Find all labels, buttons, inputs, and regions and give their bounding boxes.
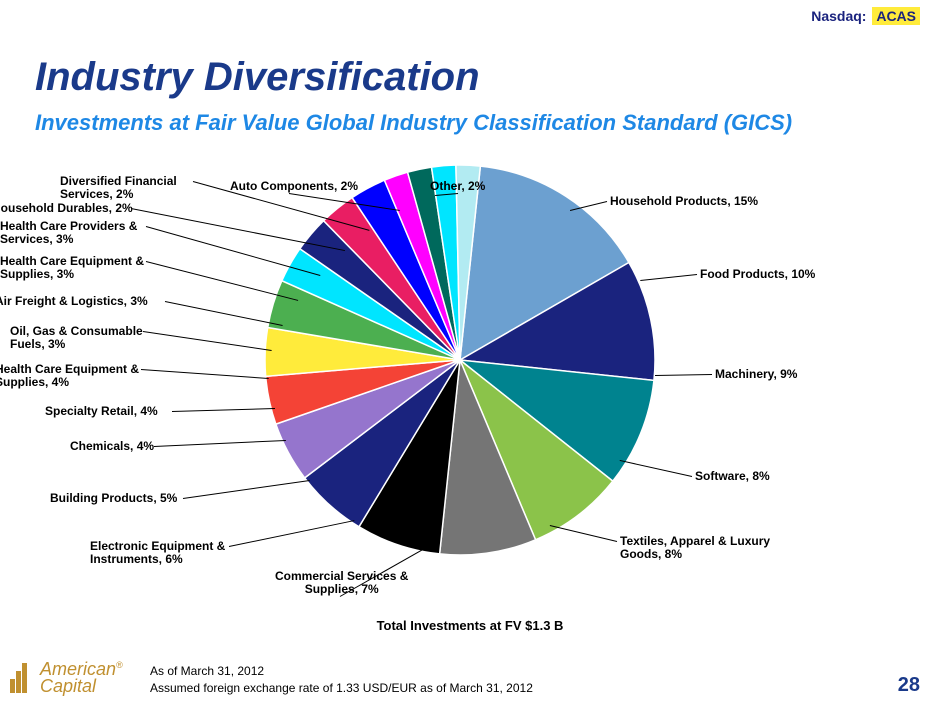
slice-label: Commercial Services &Supplies, 7% [275,570,408,596]
slice-label: Food Products, 10% [700,268,815,281]
leader-line [141,369,268,379]
nasdaq-label: Nasdaq: [811,8,866,24]
footnote: As of March 31, 2012 Assumed foreign exc… [150,663,533,697]
slice-label: Other, 2% [430,180,485,193]
logo-line2: Capital [40,676,96,696]
nasdaq-ticker: ACAS [872,7,920,25]
pie-chart [260,160,660,560]
slice-label: Health Care Equipment &Supplies, 4% [0,363,139,389]
slice-label: Health Care Providers &Services, 3% [0,220,137,246]
slice-label: Oil, Gas & ConsumableFuels, 3% [10,325,143,351]
total-investments-label: Total Investments at FV $1.3 B [0,618,940,633]
page-subtitle: Investments at Fair Value Global Industr… [35,110,792,136]
company-logo: American® Capital [10,661,123,695]
slice-label: Household Products, 15% [610,195,758,208]
slice-label: Machinery, 9% [715,368,797,381]
footnote-line1: As of March 31, 2012 [150,663,533,680]
slice-label: Building Products, 5% [50,492,177,505]
pie-chart-area: Total Investments at FV $1.3 B Household… [0,140,940,640]
slice-label: Air Freight & Logistics, 3% [0,295,148,308]
page-title: Industry Diversification [35,55,480,100]
slice-label: Chemicals, 4% [70,440,154,453]
slice-label: Auto Components, 2% [230,180,358,193]
leader-line [143,331,272,351]
nasdaq-tag: Nasdaq: ACAS [811,8,920,24]
slice-label: Electronic Equipment &Instruments, 6% [90,540,225,566]
leader-line [655,374,712,376]
slice-label: Software, 8% [695,470,770,483]
page-number: 28 [898,674,920,697]
logo-bars-icon [10,663,32,693]
slice-label: Health Care Equipment &Supplies, 3% [0,255,144,281]
footnote-line2: Assumed foreign exchange rate of 1.33 US… [150,680,533,697]
slice-label: Textiles, Apparel & LuxuryGoods, 8% [620,535,770,561]
slice-label: Specialty Retail, 4% [45,405,158,418]
slice-label: Diversified FinancialServices, 2% [60,175,177,201]
slice-label: Household Durables, 2% [0,202,133,215]
